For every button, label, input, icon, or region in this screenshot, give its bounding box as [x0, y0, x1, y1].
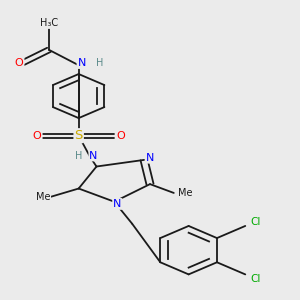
Text: N: N — [77, 58, 86, 68]
Text: Cl: Cl — [250, 217, 261, 226]
Text: N: N — [89, 151, 98, 160]
Text: H₃C: H₃C — [40, 18, 58, 28]
Text: N: N — [146, 153, 154, 163]
Text: H: H — [75, 151, 82, 160]
Text: O: O — [33, 131, 41, 141]
Text: S: S — [74, 129, 83, 142]
Text: O: O — [116, 131, 125, 141]
Text: Me: Me — [36, 192, 50, 202]
Text: N: N — [113, 199, 122, 209]
Text: Me: Me — [178, 188, 193, 198]
Text: H: H — [96, 58, 103, 68]
Text: Cl: Cl — [250, 274, 261, 284]
Text: O: O — [15, 58, 24, 68]
